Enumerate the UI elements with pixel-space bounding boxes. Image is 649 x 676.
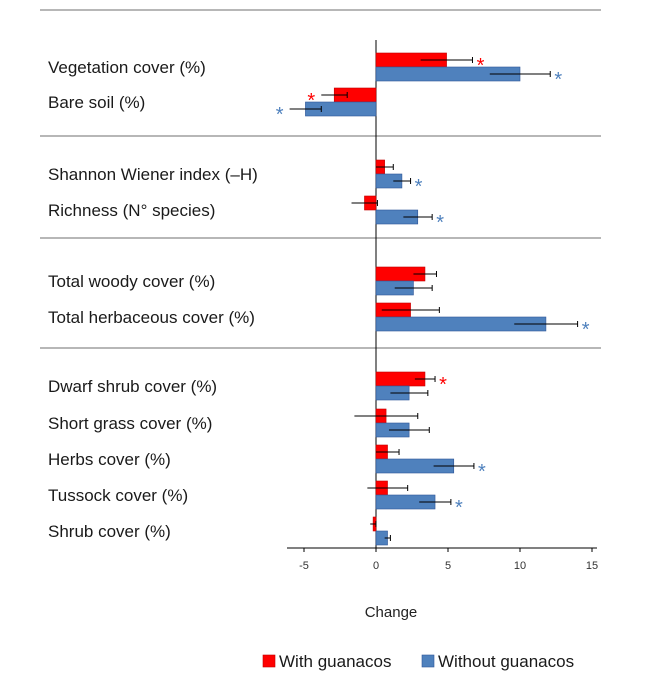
x-tick-label: -5 — [299, 560, 309, 572]
legend-swatch — [262, 654, 276, 668]
x-axis-label: Change — [365, 604, 418, 621]
x-tick-label: 0 — [373, 560, 379, 572]
legend-swatch — [421, 654, 435, 668]
row-label: Bare soil (%) — [48, 93, 145, 112]
row-label: Vegetation cover (%) — [48, 58, 206, 77]
row-label: Short grass cover (%) — [48, 414, 212, 433]
row-label: Shrub cover (%) — [48, 522, 171, 541]
significance-star: * — [477, 55, 485, 77]
legend-label: With guanacos — [279, 652, 391, 671]
significance-star: * — [455, 497, 463, 519]
error-bars — [289, 57, 579, 541]
significance-star: * — [439, 374, 447, 396]
significance-star: * — [415, 176, 423, 198]
significance-star: * — [276, 104, 284, 126]
row-labels: Vegetation cover (%) Bare soil (%) Shannon… — [48, 58, 258, 541]
row-label: Total woody cover (%) — [48, 272, 215, 291]
row-label: Richness (N° species) — [48, 201, 215, 220]
row-label: Dwarf shrub cover (%) — [48, 377, 217, 396]
significance-star: * — [478, 461, 486, 483]
significance-markers: * * * * * * * * * * — [276, 55, 590, 519]
significance-star: * — [554, 69, 562, 91]
row-label: Shannon Wiener index (–H) — [48, 165, 258, 184]
legend-label: Without guanacos — [438, 652, 574, 671]
x-axis: -5 0 5 10 15 — [287, 547, 598, 572]
bars — [305, 52, 547, 546]
x-tick-label: 15 — [586, 560, 598, 572]
significance-star: * — [582, 319, 590, 341]
row-label: Tussock cover (%) — [48, 486, 188, 505]
x-tick-label: 5 — [445, 560, 451, 572]
significance-star: * — [307, 90, 315, 112]
x-tick-label: 10 — [514, 560, 526, 572]
row-label: Total herbaceous cover (%) — [48, 308, 255, 327]
significance-star: * — [436, 212, 444, 234]
row-label: Herbs cover (%) — [48, 450, 171, 469]
legend: With guanacos Without guanacos — [262, 652, 574, 671]
